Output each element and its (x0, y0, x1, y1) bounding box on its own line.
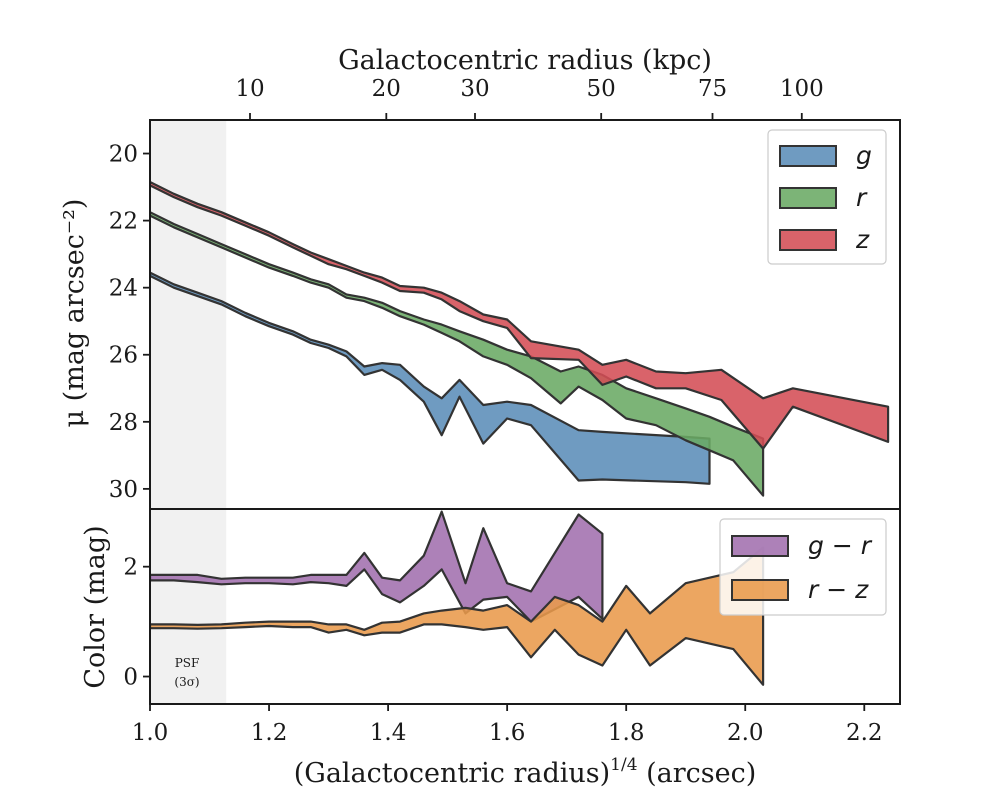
bottom-x-axis-title-main: (Galactocentric radius) (294, 758, 610, 789)
bottom-x-tick-label: 2.0 (727, 720, 764, 746)
top-y-tick-label: 24 (109, 276, 138, 302)
top-x-tick-label: 50 (587, 76, 616, 102)
bottom-x-axis-title-units: (arcsec) (646, 758, 756, 789)
psf-shaded-region (150, 509, 227, 704)
bottom-x-tick-label: 1.6 (489, 720, 526, 746)
top-y-axis-title: μ (mag arcsec⁻²) (59, 199, 90, 428)
band-r (150, 211, 765, 497)
color-panel: 0 2 g − r r − z 1.0 1.2 1.4 1.6 1.8 2.0 2.2 (123, 508, 901, 746)
bottom-x-tick-label: 1.8 (608, 720, 645, 746)
legend-swatch-gr (731, 535, 789, 557)
legend-label-rz: r − z (808, 575, 869, 604)
top-y-tick-label: 26 (109, 343, 138, 369)
top-x-tick-label: 10 (235, 76, 264, 102)
legend-swatch-rz (731, 579, 789, 601)
legend-swatch-z (779, 229, 837, 251)
surface-brightness-panel: 20 22 24 26 28 30 grz 10 20 30 50 75 100 (109, 76, 901, 510)
band-g (150, 271, 711, 485)
bottom-x-tick-label: 1.0 (132, 720, 169, 746)
psf-label-line1: PSF (175, 656, 200, 670)
top-x-tick-label: 100 (780, 76, 824, 102)
bottom-y-axis-title: Color (mag) (80, 525, 111, 688)
bottom-x-axis-title-spacer (638, 758, 647, 789)
top-x-tick-label: 20 (372, 76, 401, 102)
bottom-x-tick-label: 1.4 (370, 720, 407, 746)
band-gr (150, 510, 604, 623)
legend-label-r: r (856, 183, 868, 212)
bottom-x-tick-label: 2.2 (846, 720, 883, 746)
psf-label-line2: (3σ) (174, 675, 199, 689)
legend-swatch-r (779, 187, 837, 209)
bottom-y-tick-label: 2 (123, 555, 138, 581)
top-x-tick-label: 30 (460, 76, 489, 102)
top-y-tick-label: 28 (109, 410, 138, 436)
legend-swatch-g (779, 145, 837, 167)
bottom-axes-frame (149, 508, 901, 705)
top-x-tick-label: 75 (698, 76, 727, 102)
legend-label-g: g (856, 141, 872, 170)
top-y-tick-label: 30 (109, 477, 138, 503)
top-bands (150, 180, 890, 497)
bottom-x-tick-label: 1.2 (251, 720, 288, 746)
bottom-x-axis-title: (Galactocentric radius)1/4 (arcsec) (294, 755, 757, 789)
psf-shaded-region (150, 120, 227, 509)
bottom-y-tick-label: 0 (123, 665, 138, 691)
band-z (150, 180, 890, 450)
legend-label-gr: g − r (808, 531, 873, 560)
band-rz (150, 546, 765, 686)
legend-label-z: z (855, 225, 870, 254)
bottom-bands (150, 510, 765, 686)
top-y-tick-label: 20 (109, 142, 138, 168)
top-x-axis-title: Galactocentric radius (kpc) (338, 45, 712, 76)
top-y-tick-label: 22 (109, 209, 138, 235)
bottom-x-axis-title-exponent: 1/4 (610, 755, 637, 775)
